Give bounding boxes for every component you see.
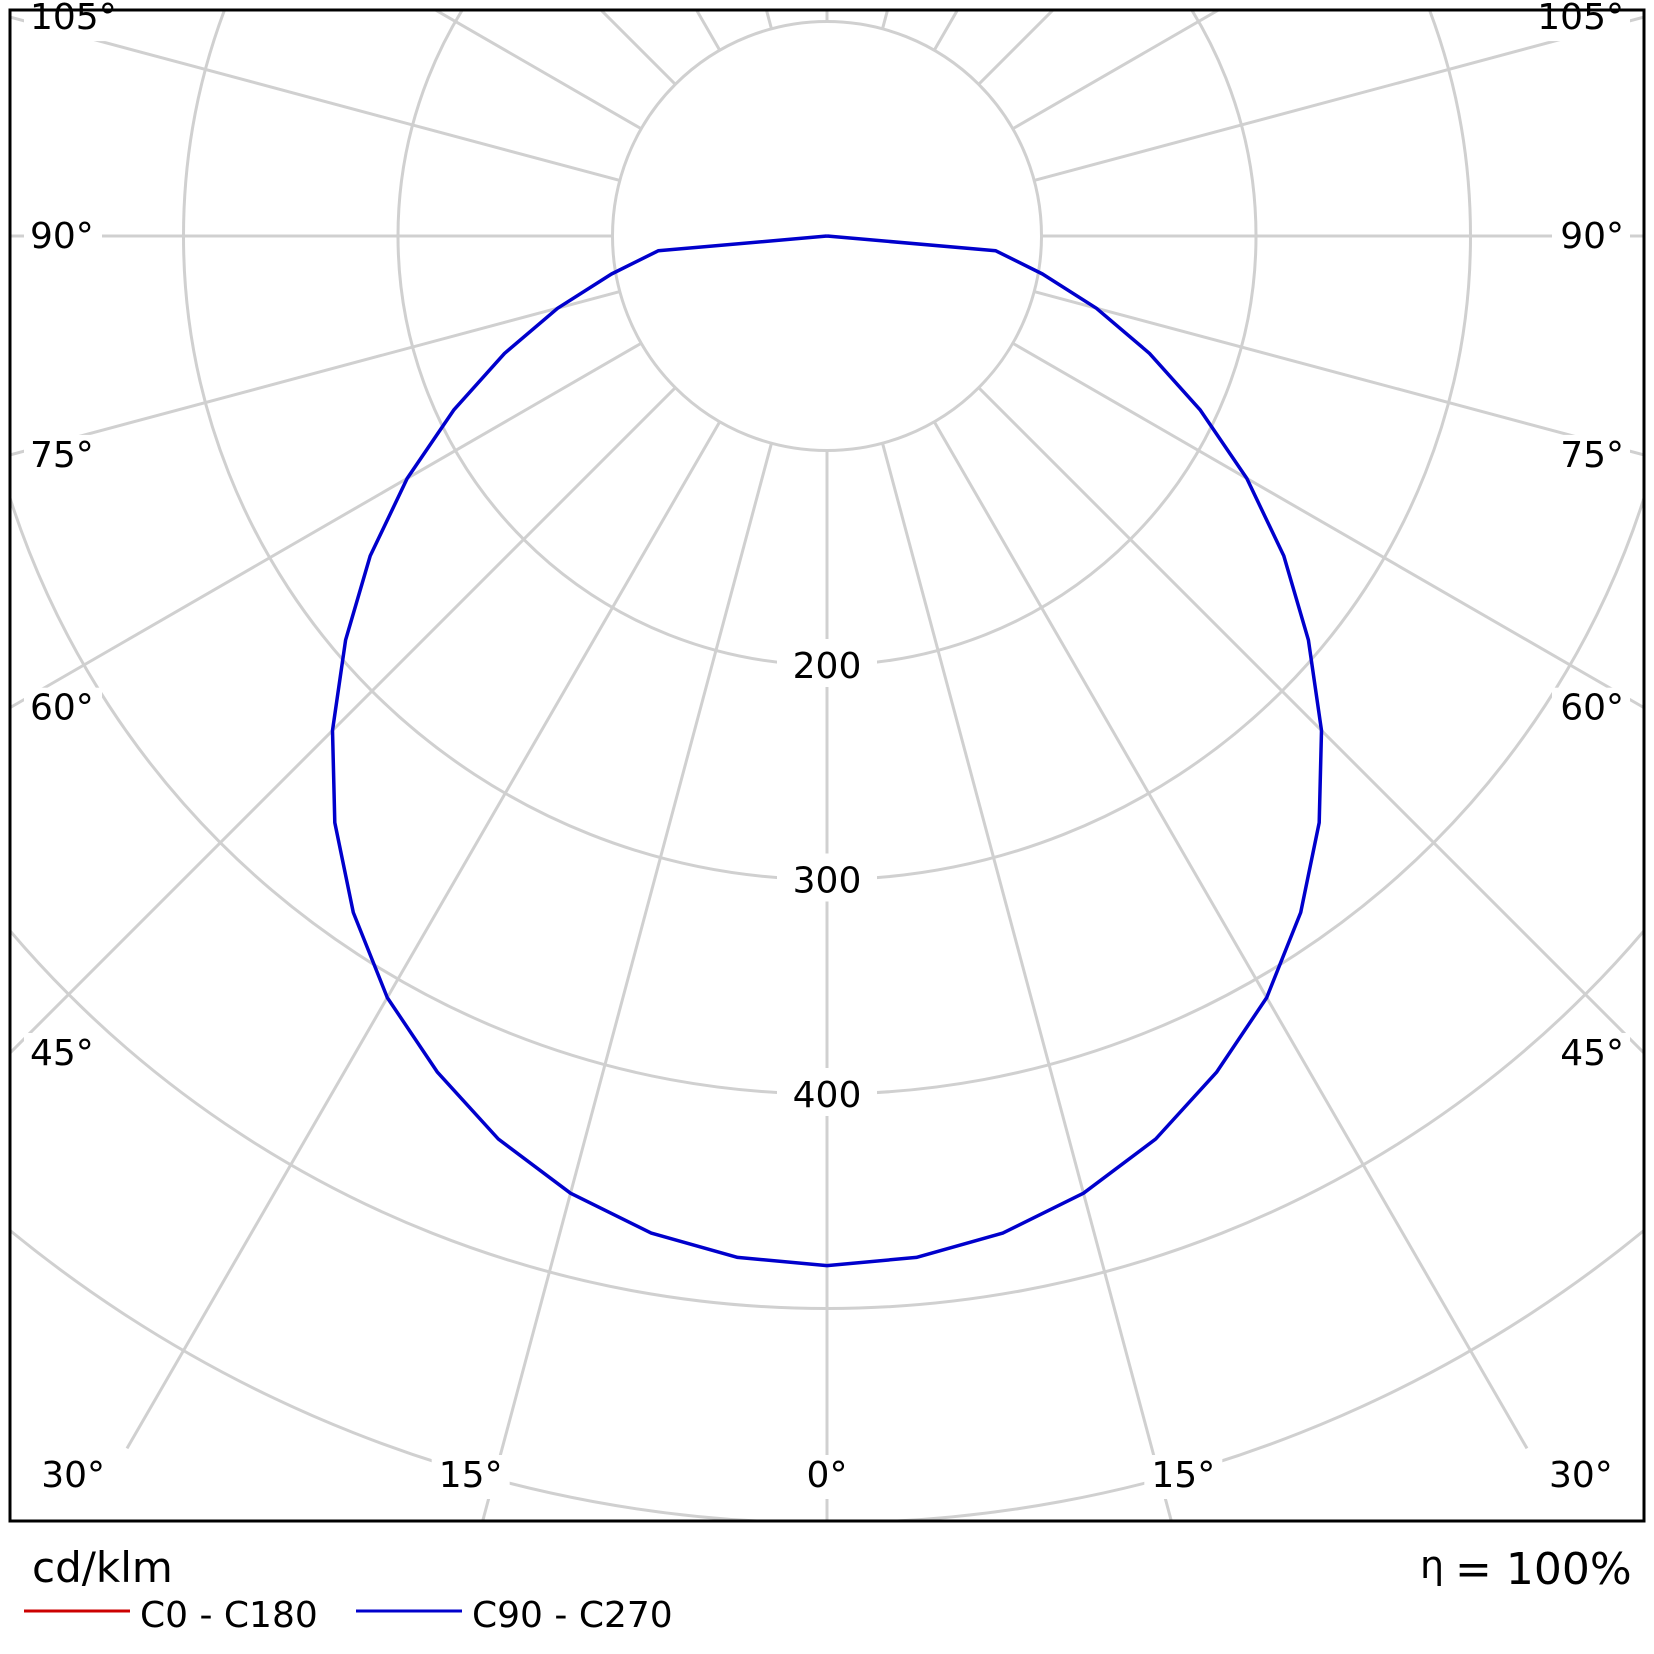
- grid-spoke-45: [977, 386, 1644, 1056]
- grid-spoke-120: [1012, 10, 1222, 131]
- angle-label-bg: [24, 0, 122, 42]
- grid-spoke-30: [932, 421, 1529, 1450]
- angle-tick-label-45-right: 45°: [1560, 1033, 1624, 1074]
- grid-spoke-60: [1012, 341, 1644, 710]
- angle-label-bg: [1144, 1455, 1223, 1499]
- grid-spoke-300: [10, 341, 642, 710]
- angle-tick-label-75-right: 75°: [1560, 435, 1624, 476]
- angle-tick-label-60-right: 60°: [1560, 688, 1624, 729]
- efficiency-value: = 100%: [1455, 1544, 1632, 1595]
- legend-label-c0-c180: C0 - C180: [140, 1595, 318, 1636]
- angle-label-bg: [1541, 1455, 1620, 1499]
- angle-label-bg: [24, 216, 102, 260]
- radial-tick-label-400: 400: [793, 1075, 862, 1116]
- radial-label-bg-300: [777, 853, 877, 902]
- curve-layer: [330, 234, 1324, 1268]
- angle-label-bg: [1552, 434, 1630, 479]
- grid-spoke-240: [432, 10, 642, 131]
- angle-label-bg: [24, 687, 102, 732]
- radial-tick-label-200: 200: [793, 646, 862, 687]
- grid-spoke-330: [125, 421, 722, 1450]
- plot-frame: [8, 8, 1646, 1523]
- unit-label: cd/klm: [32, 1543, 173, 1592]
- angle-tick-label-15-right: 15°: [1151, 1455, 1215, 1496]
- radial-label-bg-400: [777, 1068, 877, 1116]
- angle-label-bg: [24, 434, 102, 479]
- angle-label-bg: [431, 1455, 510, 1499]
- angle-tick-label-60-left: 60°: [30, 688, 94, 729]
- angle-label-bg: [34, 1455, 113, 1499]
- angle-tick-label-30-left: 30°: [41, 1455, 105, 1496]
- angle-tick-label-45-left: 45°: [30, 1033, 94, 1074]
- radial-label-bg-200: [777, 639, 877, 687]
- tick-labels: 200 300 400 0° 15° 15° 30° 30° 45° 45° 60° 60° 75° 75…: [24, 0, 1630, 1499]
- efficiency-symbol: η: [1420, 1543, 1444, 1587]
- angle-label-bg: [1552, 216, 1630, 260]
- series-curve-1: [330, 234, 1324, 1268]
- angle-tick-label-30-right: 30°: [1549, 1455, 1613, 1496]
- grid-spoke-15: [881, 442, 1173, 1521]
- angle-tick-label-90-right: 90°: [1560, 216, 1624, 257]
- angle-tick-label-75-left: 75°: [30, 435, 94, 476]
- angle-label-bg: [1532, 0, 1630, 42]
- angle-tick-label-105-left: 105°: [30, 0, 117, 38]
- angle-label-bg: [1552, 687, 1630, 732]
- legend-label-c90-c270: C90 - C270: [472, 1595, 673, 1636]
- angle-label-bg: [798, 1455, 856, 1499]
- angle-label-bg: [24, 1033, 102, 1077]
- angle-tick-label-105-right: 105°: [1537, 0, 1624, 38]
- angle-tick-label-0-center: 0°: [807, 1455, 848, 1496]
- angle-tick-label-90-left: 90°: [30, 216, 94, 257]
- radial-tick-label-300: 300: [793, 861, 862, 902]
- grid-spoke-315: [10, 386, 677, 1056]
- angle-label-bg: [1552, 1033, 1630, 1077]
- grid-spoke-345: [481, 442, 773, 1521]
- angle-tick-label-15-left: 15°: [439, 1455, 503, 1496]
